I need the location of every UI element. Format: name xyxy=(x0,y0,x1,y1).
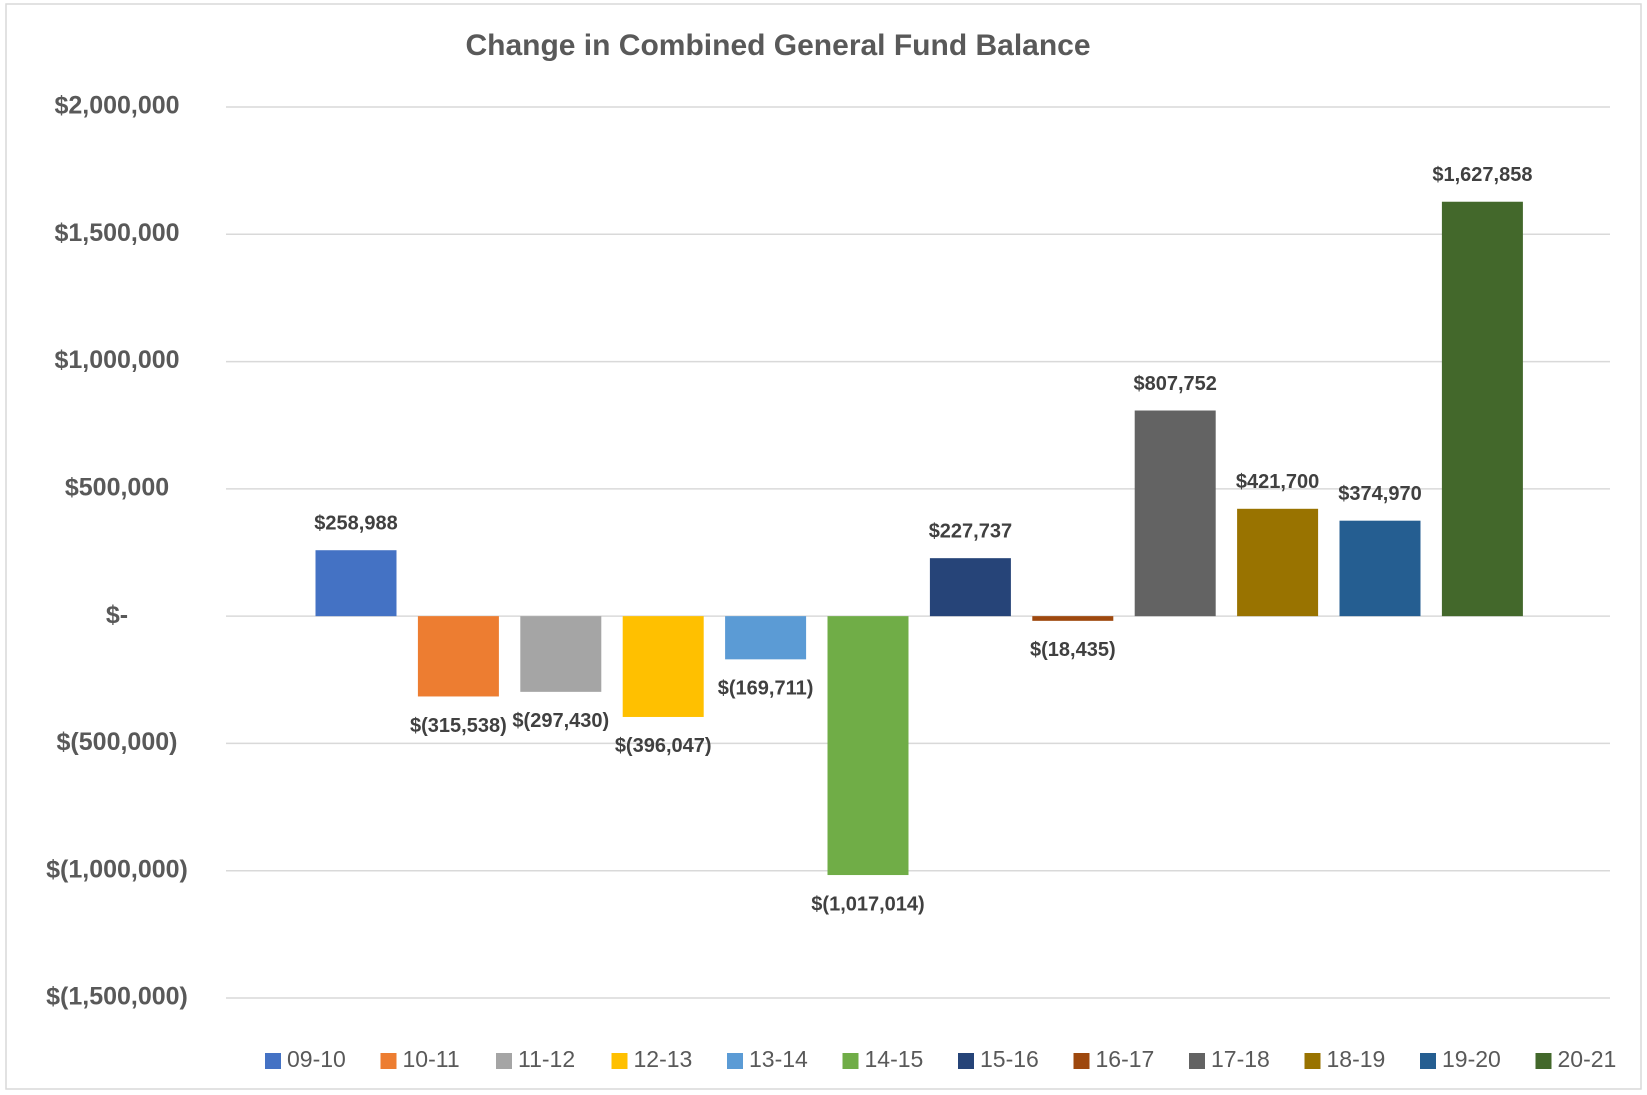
bar xyxy=(1032,616,1114,621)
data-label: $(396,047) xyxy=(615,735,712,757)
data-label: $421,700 xyxy=(1236,471,1319,493)
legend-label: 16-17 xyxy=(1096,1046,1155,1072)
data-label: $807,752 xyxy=(1133,373,1216,395)
bar xyxy=(827,616,909,876)
bar xyxy=(725,616,807,660)
bar xyxy=(417,616,499,697)
y-tick-label: $1,000,000 xyxy=(54,346,179,374)
bar xyxy=(315,550,397,617)
bar xyxy=(1237,508,1319,617)
bar xyxy=(929,558,1011,617)
legend-swatch xyxy=(842,1053,859,1069)
y-tick-label: $500,000 xyxy=(65,473,169,501)
legend-label: 13-14 xyxy=(749,1046,808,1072)
y-tick-label: $(1,500,000) xyxy=(46,983,188,1011)
data-label: $(315,538) xyxy=(410,715,507,737)
legend-label: 20-21 xyxy=(1558,1046,1617,1072)
data-label: $(1,017,014) xyxy=(811,893,924,915)
legend-swatch xyxy=(496,1053,512,1069)
bar xyxy=(520,616,602,692)
data-label: $(169,711) xyxy=(718,678,814,700)
legend-label: 14-15 xyxy=(865,1046,924,1072)
data-label: $227,737 xyxy=(929,520,1012,542)
y-tick-label: $2,000,000 xyxy=(54,92,179,120)
legend-swatch xyxy=(1189,1053,1205,1069)
legend-swatch xyxy=(380,1053,397,1069)
data-label: $374,970 xyxy=(1338,483,1421,505)
data-label: $(18,435) xyxy=(1030,639,1116,661)
legend-label: 09-10 xyxy=(287,1046,346,1072)
legend-label: 15-16 xyxy=(980,1046,1039,1072)
legend-label: 12-13 xyxy=(634,1046,693,1072)
legend-swatch xyxy=(958,1053,974,1069)
legend-swatch xyxy=(265,1053,281,1069)
chart-title: Change in Combined General Fund Balance xyxy=(465,29,1090,62)
y-tick-label: $(500,000) xyxy=(57,728,178,756)
legend-swatch xyxy=(1304,1053,1321,1069)
legend-swatch xyxy=(727,1053,743,1069)
legend-label: 11-12 xyxy=(518,1046,575,1072)
data-label: $(297,430) xyxy=(512,710,609,732)
bar xyxy=(1339,520,1421,617)
bar xyxy=(1441,201,1523,617)
bar xyxy=(1134,410,1216,617)
bar xyxy=(622,616,704,717)
legend-label: 19-20 xyxy=(1442,1046,1501,1072)
legend-swatch xyxy=(1535,1053,1552,1069)
legend-swatch xyxy=(611,1053,628,1069)
legend-swatch xyxy=(1073,1053,1090,1069)
data-label: $1,627,858 xyxy=(1432,164,1532,186)
y-tick-label: $- xyxy=(106,601,128,629)
legend-swatch xyxy=(1420,1053,1436,1069)
data-label: $258,988 xyxy=(314,512,397,534)
legend-label: 18-19 xyxy=(1327,1046,1386,1072)
y-tick-label: $(1,000,000) xyxy=(46,855,188,883)
legend-label: 17-18 xyxy=(1211,1046,1270,1072)
legend-label: 10-11 xyxy=(403,1046,460,1072)
y-tick-label: $1,500,000 xyxy=(54,219,179,247)
